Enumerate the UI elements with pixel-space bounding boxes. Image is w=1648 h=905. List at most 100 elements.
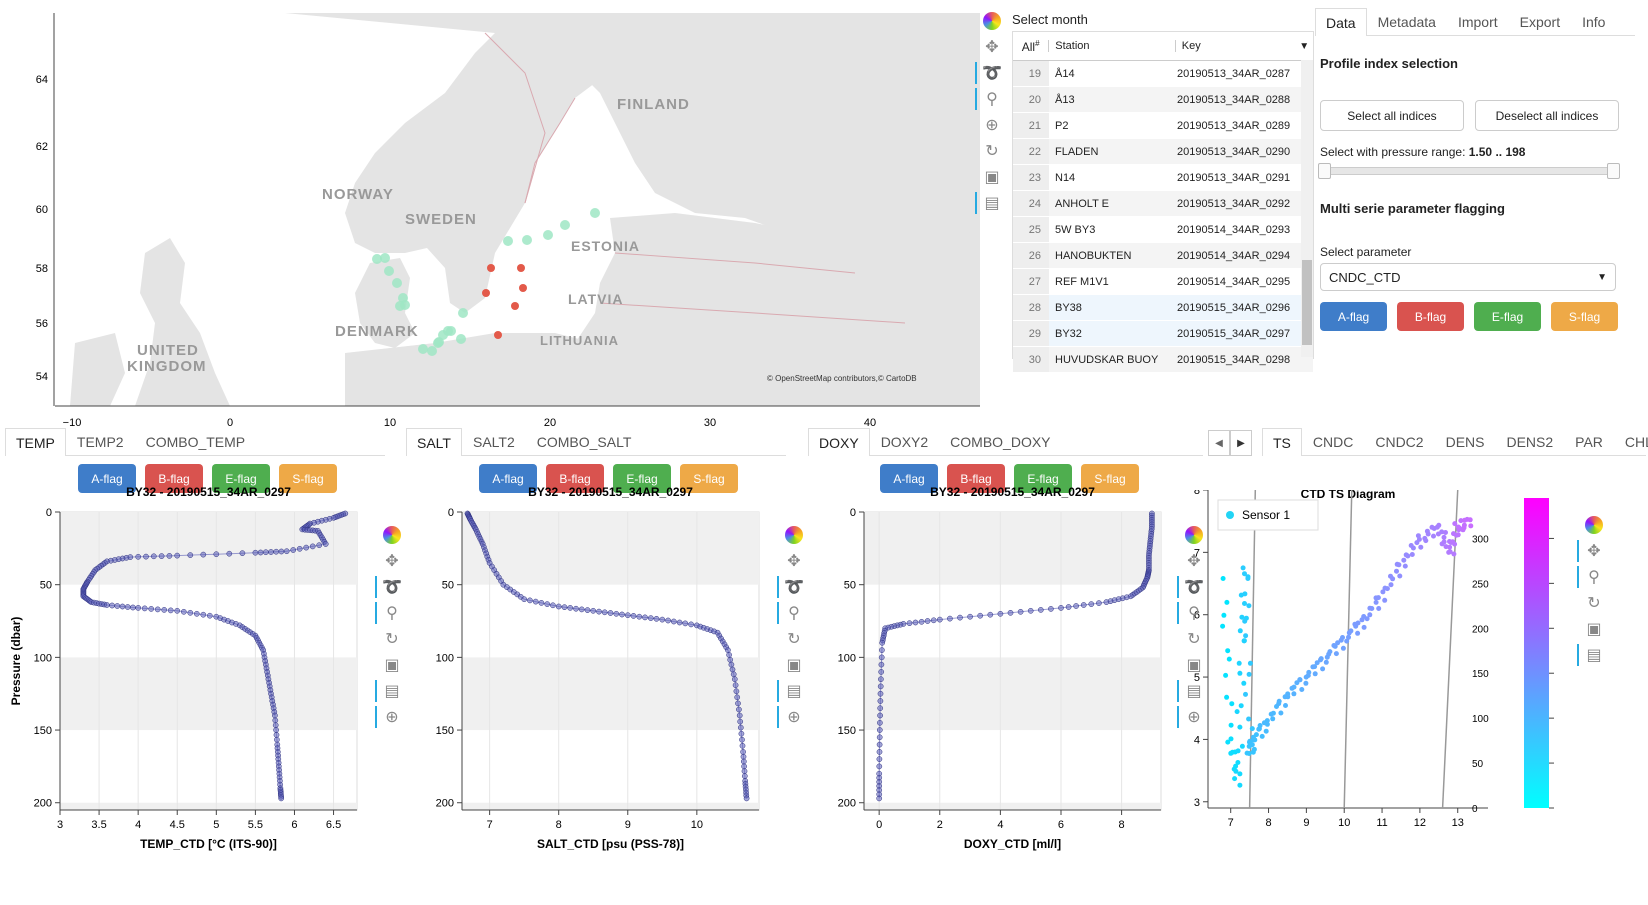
ts-point[interactable] [1346,634,1351,640]
ts-point[interactable] [1436,522,1442,528]
ts-point[interactable] [1335,640,1341,646]
station-point[interactable] [503,236,513,246]
data-point[interactable] [741,773,748,779]
data-point[interactable] [977,612,984,619]
temp-profile-plot[interactable]: BY32 - 20190515_34AR_0297 3 3.5 4 4.5 5 5.5 6 6.… [0,482,405,902]
pan-icon[interactable]: ✥ [985,39,999,56]
ts-point[interactable] [1455,532,1461,538]
ts-point[interactable] [1367,605,1373,611]
ts-point[interactable] [1243,633,1249,639]
data-point[interactable] [226,550,233,557]
data-point[interactable] [878,654,885,661]
ts-point[interactable] [1376,606,1382,611]
ts-point[interactable] [1388,582,1394,588]
data-point[interactable] [268,549,274,555]
data-point[interactable] [877,719,883,726]
ts-point[interactable] [1224,599,1230,605]
ts-point[interactable] [1237,782,1243,788]
pan-icon[interactable]: ✥ [1187,553,1201,570]
table-row[interactable]: 22 FLADEN 20190513_34AR_0290 [1013,139,1313,165]
ts-point[interactable] [1240,565,1246,571]
ts-point[interactable] [1402,563,1408,569]
ts-point[interactable] [1441,534,1447,540]
ts-point[interactable] [1239,614,1245,620]
ts-point[interactable] [1367,612,1373,618]
pan-icon[interactable]: ✥ [1577,538,1606,564]
data-point[interactable] [876,727,883,733]
selected-station-point[interactable] [519,284,527,292]
ts-point[interactable] [1326,651,1332,657]
data-point[interactable] [187,552,194,558]
data-point[interactable] [878,669,885,675]
data-point[interactable] [737,724,744,731]
ts-point[interactable] [1431,533,1436,539]
selected-station-point[interactable] [494,331,502,339]
ts-point[interactable] [1355,630,1361,636]
data-point[interactable] [555,603,562,610]
data-point[interactable] [1073,603,1079,609]
ts-point[interactable] [1396,562,1402,568]
data-point[interactable] [732,682,739,689]
ts-point[interactable] [1405,553,1411,559]
ts-point[interactable] [1242,618,1248,624]
ts-point[interactable] [1320,666,1326,672]
data-point[interactable] [273,548,280,555]
data-point[interactable] [135,605,142,611]
table-row[interactable]: 30 HUVUDSKAR BUOY 20190515_34AR_0298 [1013,347,1313,373]
ts-point[interactable] [1223,672,1229,678]
sort-down-icon[interactable]: ▼ [1299,40,1310,52]
ts-point[interactable] [1259,733,1265,739]
ts-point[interactable] [1333,651,1339,657]
tab-combo-temp[interactable]: COMBO_TEMP [145,434,246,450]
data-point[interactable] [303,544,310,551]
data-point[interactable] [148,606,155,612]
data-point[interactable] [283,548,290,555]
ts-point[interactable] [1382,597,1388,603]
data-point[interactable] [733,688,740,695]
data-point[interactable] [200,611,207,618]
temp-b-flag-button[interactable]: B-flag [145,464,203,493]
ts-point[interactable] [1236,660,1242,666]
pan-icon[interactable]: ✥ [385,553,399,570]
ts-point[interactable] [1246,671,1252,677]
ts-point[interactable] [1416,536,1422,542]
ts-point[interactable] [1312,671,1318,677]
data-point[interactable] [876,741,883,748]
ts-point[interactable] [1278,710,1284,716]
ts-point[interactable] [1388,573,1393,579]
data-point[interactable] [740,758,747,765]
ts-point[interactable] [1250,734,1256,740]
ts-point[interactable] [1237,628,1243,634]
ts-point[interactable] [1249,726,1255,732]
data-point[interactable] [731,676,738,683]
save-icon[interactable]: ▣ [786,657,802,674]
ts-point[interactable] [1450,539,1456,545]
s-flag-button[interactable]: S-flag [1551,302,1618,331]
station-point[interactable] [427,346,437,356]
data-point[interactable] [877,712,883,719]
data-point[interactable] [567,605,574,611]
data-point[interactable] [957,614,963,621]
ts-point[interactable] [1443,530,1448,535]
station-point[interactable] [392,278,402,288]
station-point[interactable] [372,254,382,264]
data-point[interactable] [682,620,689,627]
station-point[interactable] [456,334,466,344]
data-point[interactable] [734,694,741,701]
bokeh-logo-icon[interactable] [782,522,806,548]
hover-icon[interactable]: ▤ [375,678,404,704]
ts-point[interactable] [1243,691,1248,697]
salt-e-flag-button[interactable]: E-flag [613,464,671,493]
ts-point[interactable] [1268,711,1274,717]
data-point[interactable] [1088,601,1095,607]
data-point[interactable] [124,604,131,610]
ts-point[interactable] [1234,709,1240,715]
ts-point[interactable] [1242,601,1247,606]
data-point[interactable] [619,611,625,618]
ts-point[interactable] [1242,571,1247,577]
ts-point[interactable] [1422,535,1428,541]
data-point[interactable] [213,551,220,558]
ts-point[interactable] [1451,531,1456,537]
doxy-s-flag-button[interactable]: S-flag [1081,464,1139,493]
tab-temp2[interactable]: TEMP2 [76,434,124,450]
